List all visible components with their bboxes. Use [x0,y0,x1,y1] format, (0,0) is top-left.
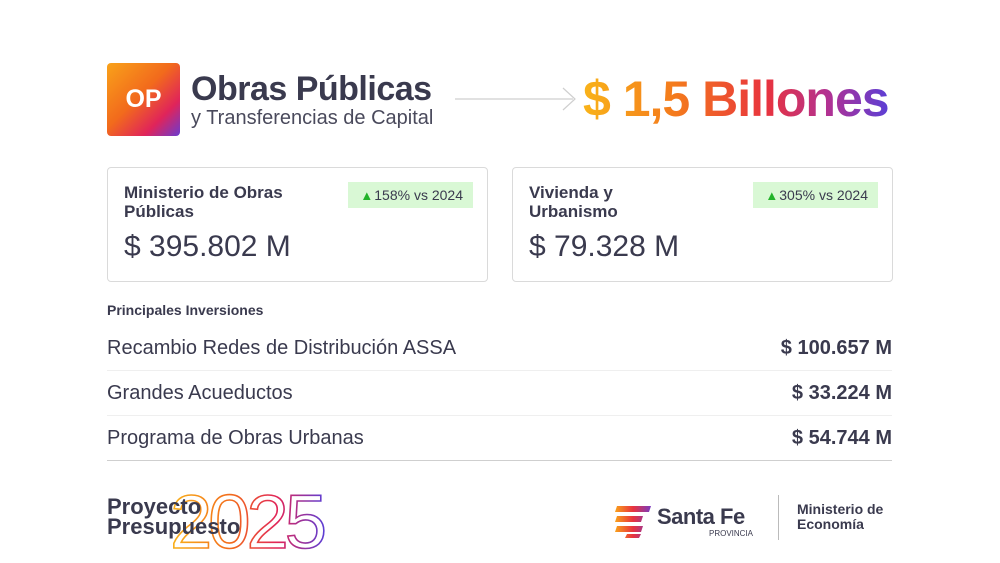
card-title: Ministerio de Obras Públicas [124,183,283,221]
year-text: 2025 [170,484,325,554]
brand-text: Santa Fe [657,504,745,529]
row-value: $ 33.224 M [791,381,892,404]
row-name: Programa de Obras Urbanas [107,426,364,449]
table-row: Programa de Obras Urbanas $ 54.744 M [107,416,892,461]
badge-text: 158% vs 2024 [374,187,463,203]
page-title: Obras Públicas [191,70,432,108]
change-badge: ▲ 158% vs 2024 [348,182,473,208]
row-value: $ 54.744 M [791,426,892,449]
table-row: Grandes Acueductos $ 33.224 M [107,371,892,416]
divider [778,495,779,540]
table-row: Recambio Redes de Distribución ASSA $ 100… [107,326,892,371]
row-value: $ 100.657 M [780,336,892,359]
project-line1: Proyecto [107,494,202,519]
project-line2: Presupuesto [107,514,241,539]
op-logo-text: OP [125,85,162,113]
card-title: Vivienda y Urbanismo [529,183,618,221]
triangle-up-icon: ▲ [765,187,779,203]
row-name: Grandes Acueductos [107,381,293,404]
santa-fe-logo: Santa Fe PROVINCIA [615,504,754,538]
page-subtitle: y Transferencias de Capital [191,107,434,129]
card-value: $ 395.802 M [124,230,291,263]
op-logo: OP [107,63,180,136]
project-label: Proyecto Presupuesto [107,494,241,539]
change-badge: ▲ 305% vs 2024 [753,182,878,208]
triangle-up-icon: ▲ [360,187,374,203]
card-vivienda: Vivienda y Urbanismo ▲ 305% vs 2024 $ 79.… [512,167,893,282]
ministry-line2: Economía [797,516,864,532]
card-value: $ 79.328 M [529,230,680,263]
row-name: Recambio Redes de Distribución ASSA [107,336,457,359]
badge-text: 305% vs 2024 [779,187,868,203]
total-budget: $ 1,5 Billones [583,71,890,127]
arrow-right-icon [455,87,576,111]
ministry-label: Ministerio de Economía [797,502,883,532]
ministry-line1: Ministerio de [797,501,884,517]
investments-heading: Principales Inversiones [107,302,264,318]
year-logo: 2025 [170,484,330,554]
brand-sub: PROVINCIA [709,529,754,538]
card-ministerio-obras: Ministerio de Obras Públicas ▲ 158% vs 20… [107,167,488,282]
